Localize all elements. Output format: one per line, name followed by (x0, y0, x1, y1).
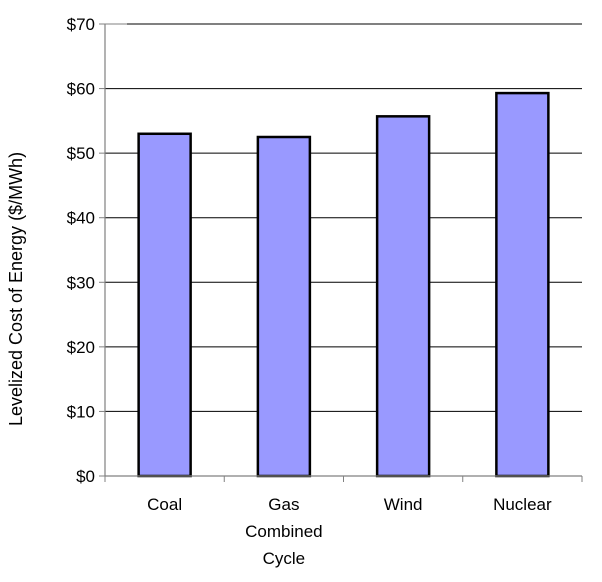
y-tick-label: $40 (67, 209, 95, 228)
y-tick-label: $70 (67, 15, 95, 34)
bar (137, 132, 192, 478)
y-axis-title: Levelized Cost of Energy ($/MWh) (6, 152, 26, 426)
x-category-label: Gas Combined Cycle (245, 495, 323, 568)
x-category-label: Coal (147, 495, 182, 514)
bar (256, 135, 312, 478)
bar (495, 91, 550, 478)
bars (137, 91, 550, 478)
y-tick-label: $10 (67, 402, 95, 421)
axes (99, 23, 583, 482)
y-tick-label: $30 (67, 273, 95, 292)
y-tick-label: $20 (67, 338, 95, 357)
x-category-label: Wind (384, 495, 423, 514)
y-tick-label: $50 (67, 144, 95, 163)
y-tick-label: $60 (67, 80, 95, 99)
y-tick-label: $0 (76, 467, 95, 486)
y-tick-labels: $0 $10 $20 $30 $40 $50 $60 $70 (67, 15, 95, 486)
x-category-labels: Coal Gas Combined Cycle Wind Nuclear (147, 495, 552, 568)
bar (375, 115, 431, 478)
x-category-label: Nuclear (493, 495, 552, 514)
